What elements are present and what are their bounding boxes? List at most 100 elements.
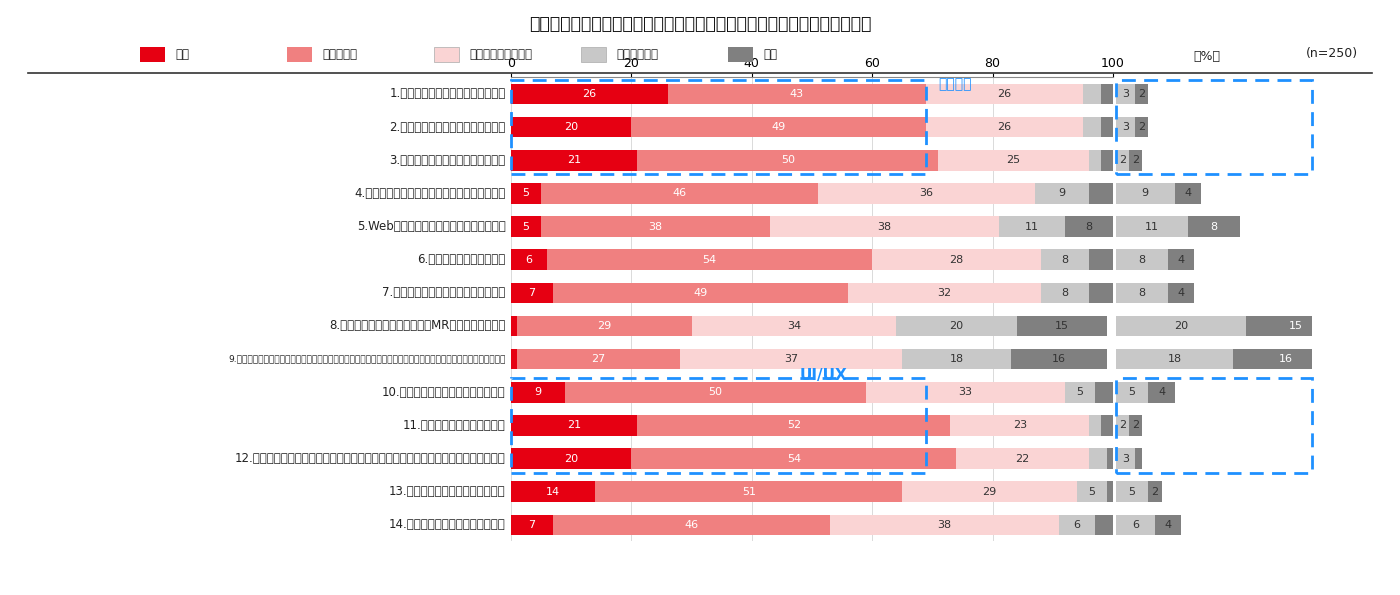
- Text: 26: 26: [998, 122, 1012, 132]
- Bar: [1135, 117, 1148, 137]
- Bar: [511, 378, 927, 473]
- Text: 37: 37: [784, 354, 798, 364]
- Text: 11.目的の情報を見つけやすい: 11.目的の情報を見つけやすい: [403, 419, 505, 432]
- Bar: [1168, 283, 1194, 303]
- Bar: [511, 183, 540, 203]
- Bar: [1107, 481, 1119, 502]
- Text: 7: 7: [529, 520, 536, 530]
- Text: 8: 8: [1085, 221, 1092, 231]
- Bar: [1116, 283, 1168, 303]
- Text: 29: 29: [598, 321, 612, 331]
- Text: 2: 2: [1131, 421, 1140, 430]
- Bar: [553, 283, 848, 303]
- Bar: [511, 415, 637, 436]
- Text: 43: 43: [790, 89, 804, 99]
- Bar: [1116, 448, 1135, 469]
- Text: 21: 21: [567, 421, 581, 430]
- Text: 8: 8: [1210, 221, 1218, 231]
- Bar: [770, 216, 998, 237]
- Text: 54: 54: [787, 453, 801, 464]
- Bar: [998, 216, 1065, 237]
- Bar: [1116, 515, 1155, 535]
- Bar: [1040, 283, 1089, 303]
- Bar: [1187, 216, 1240, 237]
- Text: 5.Web講演会カレンダーが設置されている: 5.Web講演会カレンダーが設置されている: [357, 220, 505, 233]
- Text: (n=250): (n=250): [1306, 47, 1358, 60]
- Text: 4: 4: [1184, 189, 1191, 198]
- Bar: [1116, 216, 1187, 237]
- Text: 26: 26: [582, 89, 596, 99]
- Bar: [1084, 117, 1100, 137]
- Text: 1.薬剤に関する情報が充実している: 1.薬剤に関する情報が充実している: [389, 87, 505, 101]
- Text: 15: 15: [1288, 321, 1302, 331]
- Bar: [511, 84, 668, 104]
- Bar: [679, 349, 902, 369]
- Text: 9: 9: [1141, 189, 1149, 198]
- Text: 15: 15: [1054, 321, 1068, 331]
- Text: 18: 18: [949, 354, 963, 364]
- Bar: [1095, 515, 1119, 535]
- Bar: [1089, 283, 1113, 303]
- Text: 18: 18: [1168, 354, 1182, 364]
- Bar: [1116, 378, 1312, 473]
- Bar: [1089, 448, 1107, 469]
- Bar: [511, 80, 927, 174]
- Bar: [511, 382, 566, 403]
- Bar: [1084, 84, 1100, 104]
- Text: 54: 54: [703, 255, 717, 265]
- Text: 16: 16: [1051, 354, 1065, 364]
- Bar: [1116, 349, 1233, 369]
- Bar: [1116, 249, 1168, 270]
- Bar: [1135, 448, 1142, 469]
- Text: 6.論文・文献検索ができる: 6.論文・文献検索ができる: [417, 253, 505, 266]
- Text: 4: 4: [1177, 288, 1184, 298]
- Bar: [547, 249, 872, 270]
- Bar: [517, 316, 692, 336]
- Bar: [1065, 216, 1113, 237]
- Bar: [668, 84, 927, 104]
- Text: 診療情報: 診療情報: [938, 77, 972, 91]
- Text: 22: 22: [1015, 453, 1030, 464]
- Bar: [1246, 316, 1344, 336]
- Bar: [1089, 183, 1113, 203]
- Bar: [637, 415, 951, 436]
- Text: 9.サイトを通じてメディカル担当者（メディカルアフェアーズ、メディカルサイエンスリエゾン）と連絡が取れる: 9.サイトを通じてメディカル担当者（メディカルアフェアーズ、メディカルサイエンス…: [228, 355, 505, 364]
- Bar: [1128, 150, 1142, 171]
- Text: 5: 5: [1128, 487, 1135, 497]
- Bar: [511, 283, 553, 303]
- Text: 5: 5: [1077, 387, 1084, 397]
- Text: 2: 2: [1138, 122, 1145, 132]
- Text: なくても良い: なくても良い: [616, 48, 658, 61]
- Bar: [1175, 183, 1201, 203]
- Text: 49: 49: [693, 288, 708, 298]
- Bar: [1089, 415, 1100, 436]
- Text: 38: 38: [878, 221, 892, 231]
- Text: 4: 4: [1158, 387, 1165, 397]
- Text: 21: 21: [567, 155, 581, 165]
- Bar: [830, 515, 1058, 535]
- Text: 52: 52: [787, 421, 801, 430]
- Bar: [1035, 183, 1089, 203]
- Bar: [896, 316, 1016, 336]
- Text: 9: 9: [1058, 189, 1065, 198]
- Text: 4: 4: [1177, 255, 1184, 265]
- Text: 13.記事コンテンツが充実している: 13.記事コンテンツが充実している: [389, 486, 505, 498]
- Text: 20: 20: [564, 122, 578, 132]
- Text: 46: 46: [672, 189, 686, 198]
- Bar: [1089, 249, 1113, 270]
- Text: 9: 9: [535, 387, 542, 397]
- Bar: [1107, 448, 1113, 469]
- Bar: [511, 349, 517, 369]
- Text: 8: 8: [1061, 255, 1068, 265]
- Bar: [631, 117, 927, 137]
- Text: 32: 32: [938, 288, 952, 298]
- Bar: [848, 283, 1040, 303]
- Text: どちらともいえない: どちらともいえない: [469, 48, 532, 61]
- Text: 14: 14: [546, 487, 560, 497]
- Bar: [1095, 382, 1119, 403]
- Bar: [818, 183, 1035, 203]
- Text: 5: 5: [522, 189, 529, 198]
- Bar: [1040, 249, 1089, 270]
- Text: 6: 6: [1074, 520, 1081, 530]
- Text: 4: 4: [1165, 520, 1172, 530]
